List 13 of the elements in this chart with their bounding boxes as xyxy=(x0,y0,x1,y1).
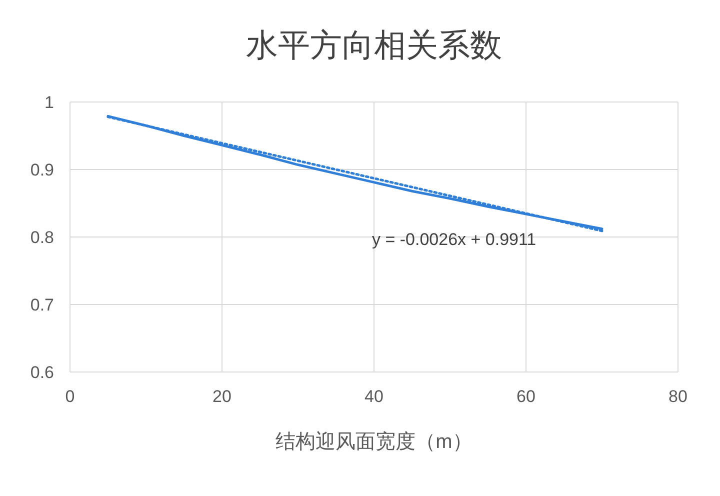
y-tick-label: 0.6 xyxy=(30,363,54,382)
annotation: y = -0.0026x + 0.9911 xyxy=(372,230,536,250)
y-tick-label: 0.9 xyxy=(30,160,54,180)
y-tick-label: 0.8 xyxy=(30,228,54,248)
x-tick-label: 60 xyxy=(516,387,536,406)
y-tick-label: 1 xyxy=(44,93,54,112)
chart-title: 水平方向相关系数 xyxy=(245,26,503,65)
y-tick-label: 0.7 xyxy=(30,296,54,315)
x-axis-title: 结构迎风面宽度（m） xyxy=(274,430,474,455)
x-tick-label: 40 xyxy=(364,387,384,406)
x-tick-label: 0 xyxy=(65,387,75,406)
x-tick-label: 80 xyxy=(668,387,688,406)
x-tick-label: 20 xyxy=(212,387,232,406)
